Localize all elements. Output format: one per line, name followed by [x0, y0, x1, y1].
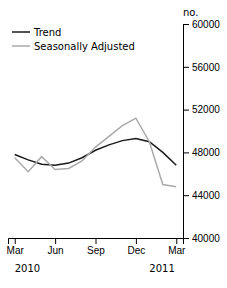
- year-label: 2010: [15, 263, 40, 274]
- y-tick: 60000: [183, 19, 220, 30]
- lines: [15, 118, 177, 186]
- y-axis-label: no.: [183, 7, 198, 18]
- y-tick: 40000: [183, 233, 220, 244]
- y-tick: 48000: [183, 147, 220, 158]
- x-tick-label: Mar: [7, 245, 25, 256]
- y-tick: 44000: [183, 190, 220, 201]
- legend: Trend Seasonally Adjusted: [12, 27, 135, 52]
- annotations: 2010 2011: [15, 263, 175, 274]
- x-axis-line: [9, 239, 184, 245]
- y-tick-mark: [183, 195, 189, 196]
- legend-item: Seasonally Adjusted: [12, 41, 135, 52]
- y-tick-label: 56000: [192, 62, 220, 73]
- x-axis: Mar Jun Sep Dec Mar: [7, 238, 186, 256]
- y-tick-mark: [183, 24, 189, 25]
- y-axis: 40000 44000 48000 52000 56000 60000: [183, 19, 220, 244]
- x-tick-mark: [136, 238, 137, 244]
- legend-swatch: [12, 45, 30, 47]
- y-tick-mark: [183, 238, 189, 239]
- x-tick-label: Jun: [48, 245, 64, 256]
- y-tick: 52000: [183, 104, 220, 115]
- x-tick-label: Dec: [127, 245, 145, 256]
- x-tick-mark: [15, 238, 16, 244]
- legend-label: Trend: [33, 27, 61, 38]
- x-tick: Dec: [127, 238, 145, 256]
- x-tick: Sep: [87, 238, 105, 256]
- y-tick-label: 48000: [192, 147, 220, 158]
- series-line: [15, 118, 177, 186]
- x-tick-label: Mar: [168, 245, 186, 256]
- x-tick-mark: [96, 238, 97, 244]
- chart-svg: Mar Jun Sep Dec Mar 40000 44000 48000 52000 56000…: [0, 0, 227, 288]
- year-label: 2011: [149, 263, 174, 274]
- x-tick-mark: [55, 238, 56, 244]
- y-tick-label: 60000: [192, 19, 220, 30]
- y-tick-mark: [183, 110, 189, 111]
- y-tick-label: 44000: [192, 190, 220, 201]
- y-tick-mark: [183, 152, 189, 153]
- legend-label: Seasonally Adjusted: [34, 41, 135, 52]
- legend-item: Trend: [12, 27, 61, 38]
- y-tick: 56000: [183, 62, 220, 73]
- y-axis-line: [184, 25, 190, 239]
- legend-swatch: [12, 31, 30, 33]
- x-tick: Mar: [168, 238, 186, 256]
- y-tick-label: 40000: [192, 233, 220, 244]
- x-tick-mark: [176, 238, 177, 244]
- plot: Mar Jun Sep Dec Mar 40000 44000 48000 52000 56000…: [7, 7, 221, 274]
- x-tick-label: Sep: [87, 245, 105, 256]
- y-tick-label: 52000: [192, 104, 220, 115]
- x-tick: Mar: [7, 238, 25, 256]
- x-tick: Jun: [48, 238, 64, 256]
- chart-container: Mar Jun Sep Dec Mar 40000 44000 48000 52000 56000…: [0, 0, 227, 288]
- y-tick-mark: [183, 67, 189, 68]
